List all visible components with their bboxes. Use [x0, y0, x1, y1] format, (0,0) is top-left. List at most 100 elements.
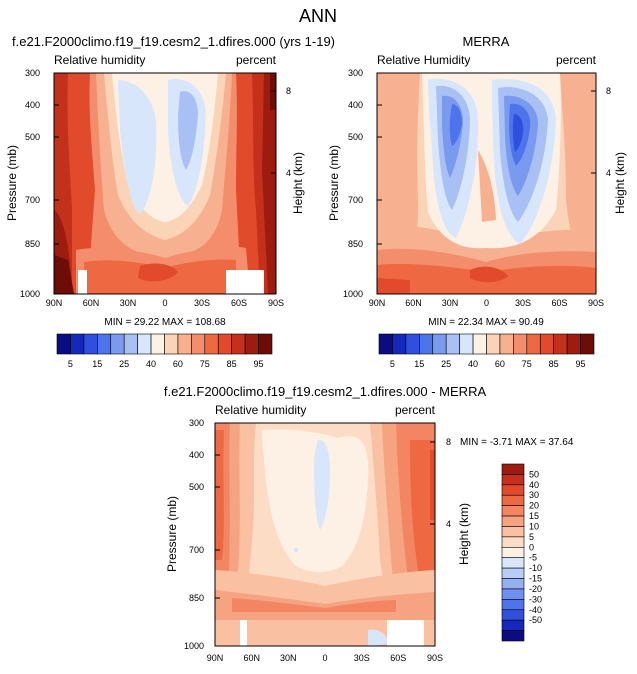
x-tick-label: 60N: [83, 298, 100, 308]
colorbar-label: 10: [529, 521, 539, 531]
colorbar-swatch: [501, 474, 525, 486]
panel-merra-left-label: Relative Humidity: [377, 53, 470, 67]
colorbar-swatch: [486, 333, 501, 355]
colorbar-label: -15: [529, 574, 542, 584]
x-tick-label: 30S: [194, 298, 210, 308]
panel-model-y2-ticks: 8 4: [286, 86, 291, 178]
colorbar-label: -50: [529, 615, 542, 625]
colorbar-swatch: [566, 333, 581, 355]
page-title: ANN: [299, 6, 337, 26]
colorbar-label: -10: [529, 563, 542, 573]
y-tick-label: 500: [348, 132, 363, 142]
y-tick-label: 1000: [184, 641, 204, 651]
panel-model-x-ticks: 90N 60N 30N 0 30S 60S 90S: [46, 298, 284, 308]
panel-difference-y2-ticks: 8 4: [446, 437, 451, 529]
x-tick-label: 30N: [442, 298, 459, 308]
colorbar-swatch: [217, 333, 232, 355]
x-tick-label: 90N: [369, 298, 386, 308]
colorbar-swatch: [499, 333, 514, 355]
colorbar-swatch: [97, 333, 112, 355]
x-tick-label: 90N: [46, 298, 63, 308]
panel-merra-x-ticks: 90N 60N 30N 0 30S 60S 90S: [369, 298, 604, 308]
colorbar-swatch: [501, 484, 525, 496]
colorbar-swatch: [150, 333, 165, 355]
colorbar-swatch: [501, 609, 525, 621]
colorbar-swatch: [501, 536, 525, 548]
y-tick-label: 500: [189, 482, 204, 492]
panel-merra-ylabel: Pressure (mb): [327, 145, 341, 221]
panel-merra-field: [377, 73, 596, 294]
colorbar-label: 5: [68, 359, 73, 369]
colorbar-swatch: [177, 333, 192, 355]
panel-difference-ylabel: Pressure (mb): [165, 496, 179, 572]
x-tick-label: 30N: [280, 653, 297, 663]
panel-difference-y-ticks: 300 400 500 700 850 1000: [184, 418, 204, 651]
panel-difference-left-label: Relative humidity: [215, 403, 306, 417]
panel-merra-stats: MIN = 22.34 MAX = 90.49: [428, 317, 544, 328]
y-tick-label: 300: [189, 418, 204, 428]
colorbar-swatch: [553, 333, 568, 355]
colorbar-swatch: [501, 546, 525, 559]
panel-difference-stats: MIN = -3.71 MAX = 37.64: [460, 437, 574, 448]
colorbar-swatch: [110, 333, 125, 355]
colorbar-swatch: [501, 515, 525, 527]
colorbar-label: 40: [146, 359, 156, 369]
panel-difference: f.e21.F2000climo.f19_f19.cesm2_1.dfires.…: [164, 384, 574, 663]
panel-merra-y2-ticks: 8 4: [606, 86, 611, 178]
colorbar-label: 40: [468, 359, 478, 369]
panel-model-y2label: Height (km): [291, 152, 305, 214]
y-tick-label: 500: [25, 132, 40, 142]
colorbar-swatch: [501, 588, 525, 600]
colorbar-swatch: [501, 619, 525, 631]
x-tick-label: 60S: [551, 298, 567, 308]
colorbar-swatch: [392, 333, 407, 355]
panel-model-left-label: Relative humidity: [54, 53, 145, 67]
colorbar-swatch: [501, 494, 525, 506]
colorbar-swatch: [445, 333, 460, 355]
x-tick-label: 90S: [268, 298, 284, 308]
colorbar-swatch: [204, 333, 219, 355]
y2-tick-label: 4: [446, 519, 451, 529]
x-tick-label: 30S: [515, 298, 531, 308]
x-tick-label: 60N: [405, 298, 422, 308]
colorbar-label: 30: [529, 490, 539, 500]
colorbar-label: 40: [529, 480, 539, 490]
colorbar-swatch: [56, 333, 71, 355]
colorbar-label: 85: [227, 359, 237, 369]
colorbar-label: -30: [529, 594, 542, 604]
colorbar-label: 15: [92, 359, 102, 369]
y-tick-label: 850: [348, 239, 363, 249]
colorbar-label: 60: [173, 359, 183, 369]
x-tick-label: 90S: [588, 298, 604, 308]
y-tick-label: 400: [25, 100, 40, 110]
colorbar-swatch: [501, 526, 525, 538]
y-tick-label: 850: [25, 239, 40, 249]
panel-merra-y-ticks: 300 400 500 700 850 1000: [343, 68, 363, 299]
colorbar-swatch: [378, 333, 393, 355]
y-tick-label: 700: [25, 195, 40, 205]
x-tick-label: 90S: [427, 653, 443, 663]
colorbar-label: 5: [529, 532, 534, 542]
colorbar-swatch: [432, 333, 447, 355]
colorbar-label: 95: [254, 359, 264, 369]
y2-tick-label: 8: [606, 86, 611, 96]
x-tick-label: 90N: [207, 653, 224, 663]
colorbar-label: 5: [390, 359, 395, 369]
colorbar-label: 25: [441, 359, 451, 369]
colorbar-swatch: [231, 333, 246, 355]
x-tick-label: 0: [484, 298, 489, 308]
colorbar-label: 15: [414, 359, 424, 369]
colorbar-swatch: [501, 505, 525, 517]
colorbar-swatch: [137, 333, 152, 355]
y-tick-label: 300: [25, 68, 40, 78]
colorbar-swatch: [472, 333, 487, 355]
colorbar-swatch: [539, 333, 554, 355]
panel-difference-x-ticks: 90N 60N 30N 0 30S 60S 90S: [207, 653, 443, 663]
colorbar-swatch: [405, 333, 420, 355]
colorbar-swatch: [513, 333, 528, 355]
colorbar-label: -5: [529, 553, 537, 563]
colorbar-swatch: [70, 333, 85, 355]
panel-difference-y2label: Height (km): [457, 503, 471, 565]
x-tick-label: 60S: [231, 298, 247, 308]
